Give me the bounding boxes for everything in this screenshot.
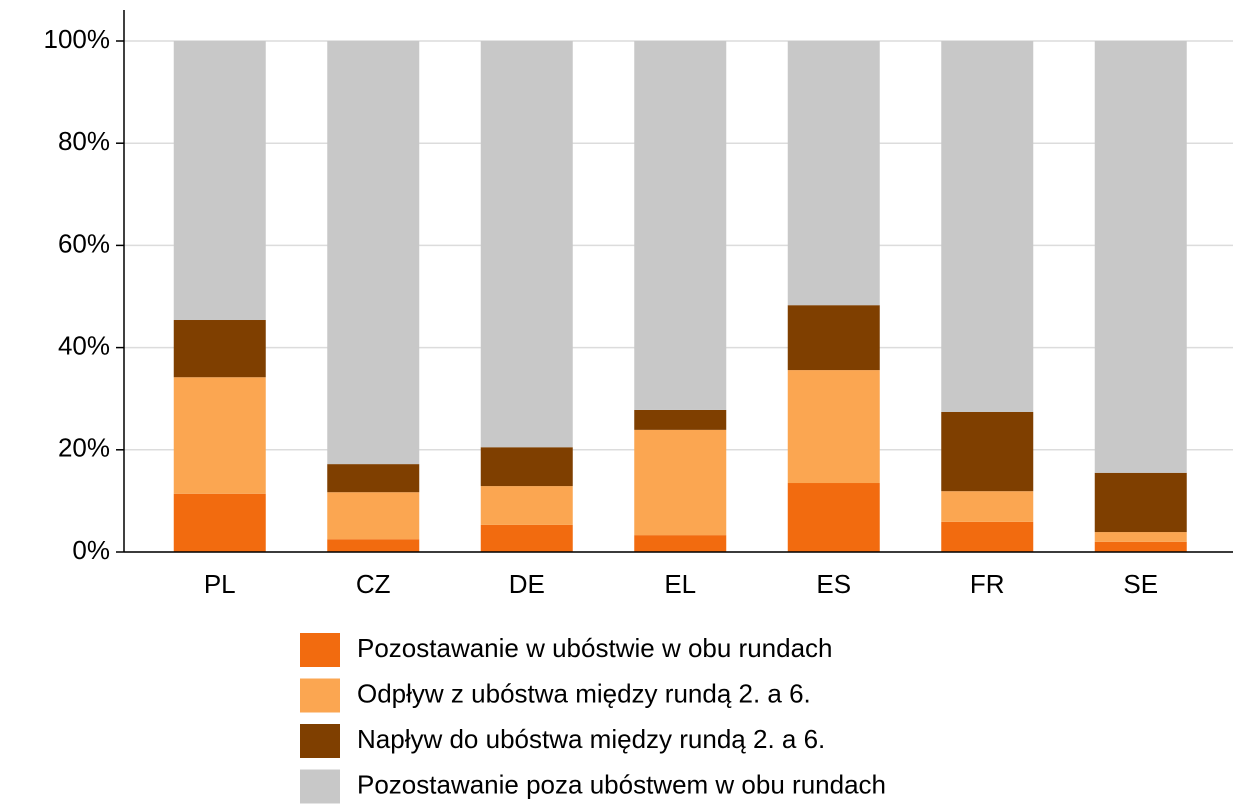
bar-segment — [941, 521, 1034, 552]
bar-segment — [173, 41, 266, 321]
bar-segment — [173, 493, 266, 552]
legend-label: Pozostawanie poza ubóstwem w obu rundach — [357, 769, 886, 799]
bar-segment — [634, 41, 727, 410]
legend-swatch — [300, 769, 340, 804]
bar-segment — [480, 41, 573, 448]
bar-segment — [1094, 532, 1187, 542]
bar-segment — [327, 464, 420, 493]
bar-segment — [327, 539, 420, 552]
bar-segment — [787, 305, 880, 371]
x-tick-label: SE — [1123, 569, 1158, 599]
legend-swatch — [300, 678, 340, 713]
bar-segment — [327, 41, 420, 465]
y-tick-label: 100% — [44, 24, 111, 54]
legend-label: Napływ do ubóstwa między rundą 2. a 6. — [357, 724, 825, 754]
bar-segment — [941, 491, 1034, 522]
bar-segment — [480, 447, 573, 487]
bar-segment — [941, 411, 1034, 492]
bar-segment — [1094, 541, 1187, 552]
bar-segment — [327, 492, 420, 540]
legend-swatch — [300, 724, 340, 758]
bar-segment — [634, 409, 727, 430]
bar-segment — [173, 377, 266, 494]
x-tick-label: EL — [664, 569, 696, 599]
bar-segment — [480, 524, 573, 552]
x-tick-label: CZ — [356, 569, 391, 599]
bar-segment — [941, 41, 1034, 412]
legend-label: Odpływ z ubóstwa między rundą 2. a 6. — [357, 678, 811, 708]
bar-segment — [173, 320, 266, 378]
bar-segment — [787, 483, 880, 552]
bar-segment — [480, 486, 573, 525]
bar-segment — [1094, 41, 1187, 473]
x-tick-label: PL — [204, 569, 236, 599]
legend-swatch — [300, 633, 340, 667]
y-tick-label: 60% — [58, 228, 110, 258]
y-tick-label: 40% — [58, 330, 110, 360]
legend-label: Pozostawanie w ubóstwie w obu rundach — [357, 633, 833, 663]
x-tick-label: ES — [816, 569, 851, 599]
y-tick-label: 0% — [72, 535, 110, 565]
bar-segment — [634, 429, 727, 536]
y-tick-label: 80% — [58, 126, 110, 156]
bar-segment — [1094, 472, 1187, 533]
bar-segment — [787, 370, 880, 484]
x-tick-label: FR — [970, 569, 1005, 599]
y-tick-label: 20% — [58, 433, 110, 463]
x-tick-label: DE — [509, 569, 545, 599]
bar-segment — [634, 535, 727, 552]
bar-segment — [787, 41, 880, 306]
